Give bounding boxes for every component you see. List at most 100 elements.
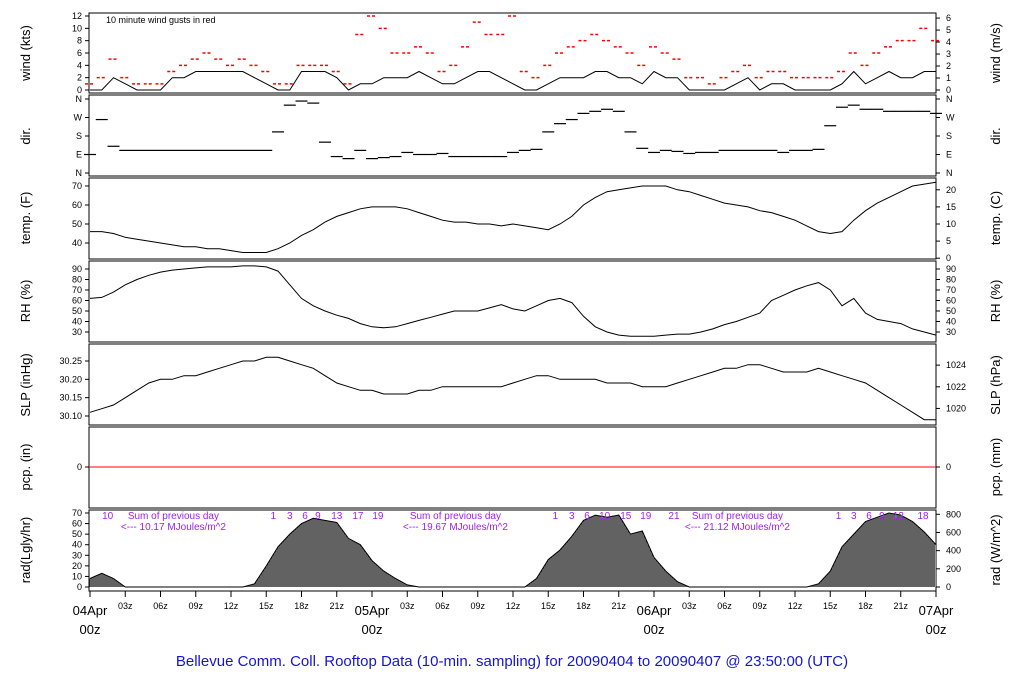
rh-left-tick-label: 30 — [72, 327, 82, 337]
rh-right-tick-label: 30 — [946, 327, 956, 337]
rad-hour-label: 6 — [866, 511, 872, 522]
rad-daily-sum-value: <--- 10.17 MJoules/m^2 — [121, 522, 226, 533]
rad-left-tick-label: 30 — [72, 550, 82, 560]
rh-left-tick-label: 90 — [72, 264, 82, 274]
temp-right-tick-label: 10 — [946, 219, 956, 229]
temp-left-tick-label: 40 — [72, 238, 82, 248]
x-tick-label: 18z — [576, 601, 591, 611]
pcp-right-axis-label: pcp. (mm) — [988, 438, 1003, 497]
rh-right-tick-label: 50 — [946, 306, 956, 316]
temp-panel-frame — [88, 177, 937, 260]
x-tick-label: 12z — [506, 601, 521, 611]
rad-hour-label: 15 — [620, 511, 632, 522]
x-tick-label: 21z — [329, 601, 344, 611]
dir-panel-frame — [88, 94, 937, 177]
rad-hour-label: 17 — [352, 511, 364, 522]
x-tick-label: 06z — [435, 601, 450, 611]
rh-right-tick-label: 40 — [946, 317, 956, 327]
x-tick-label: 21z — [893, 601, 908, 611]
temperature-line — [90, 181, 937, 253]
rad-hour-label: 18 — [918, 511, 930, 522]
wind-right-tick-label: 4 — [946, 37, 951, 47]
wind-left-tick-label: 2 — [77, 73, 82, 83]
x-tick-label: 09z — [188, 601, 203, 611]
rh-left-tick-label: 40 — [72, 317, 82, 327]
dir-left-axis-label: dir. — [18, 127, 33, 144]
slp-left-tick-label: 30.20 — [59, 374, 82, 384]
x-tick-label: 15z — [541, 601, 556, 611]
rad-daily-sum-title: Sum of previous day — [128, 511, 219, 522]
wind-right-tick-label: 3 — [946, 49, 951, 59]
wind-left-tick-label: 10 — [72, 23, 82, 33]
wind-left-tick-label: 8 — [77, 36, 82, 46]
x-tick-label: 09z — [752, 601, 767, 611]
rad-left-tick-label: 40 — [72, 540, 82, 550]
slp-left-tick-label: 30.15 — [59, 393, 82, 403]
temp-right-tick-label: 5 — [946, 236, 951, 246]
x-tick-label: 09z — [470, 601, 485, 611]
relative-humidity-line — [89, 265, 937, 337]
rad-hour-label: 13 — [331, 511, 343, 522]
rad-hour-label: 6 — [302, 511, 308, 522]
x-tick-label: 03z — [400, 601, 415, 611]
pcp-left-axis-label: pcp. (in) — [18, 444, 33, 491]
rad-hour-label: 10 — [102, 511, 114, 522]
x-tick-label: 06z — [153, 601, 168, 611]
radiation-area — [90, 513, 936, 587]
rad-left-tick-label: 70 — [72, 508, 82, 518]
x-tick-label: 18z — [858, 601, 873, 611]
pcp-left-tick-label: 0 — [77, 462, 82, 472]
wind-left-tick-label: 6 — [77, 48, 82, 58]
dir-right-tick-label: S — [946, 131, 952, 141]
rad-right-tick-label: 600 — [946, 527, 961, 537]
rad-daily-sum-value: <--- 19.67 MJoules/m^2 — [403, 522, 508, 533]
dir-left-tick-label: E — [76, 150, 82, 160]
x-tick-label: 15z — [259, 601, 274, 611]
wind-right-tick-label: 0 — [946, 85, 951, 95]
slp-right-tick-label: 1024 — [946, 360, 966, 370]
wind-gust-annotation: 10 minute wind gusts in red — [106, 15, 216, 25]
wind-left-tick-label: 0 — [77, 85, 82, 95]
rad-left-axis-label: rad(Lgly/hr) — [18, 517, 33, 583]
rad-left-tick-label: 20 — [72, 561, 82, 571]
rad-right-tick-label: 400 — [946, 546, 961, 556]
rad-hour-label: 9 — [315, 511, 321, 522]
rad-left-tick-label: 10 — [72, 571, 82, 581]
wind-right-axis-label: wind (m/s) — [988, 23, 1003, 84]
rad-right-tick-label: 200 — [946, 564, 961, 574]
rad-hour-label: 3 — [569, 511, 575, 522]
temp-right-tick-label: 20 — [946, 185, 956, 195]
rad-daily-sum-title: Sum of previous day — [692, 511, 783, 522]
wind-right-tick-label: 5 — [946, 25, 951, 35]
dir-left-tick-label: N — [76, 168, 83, 178]
wind-left-axis-label: wind (kts) — [18, 25, 33, 82]
temp-right-tick-label: 15 — [946, 202, 956, 212]
rad-hour-label: 19 — [640, 511, 652, 522]
x-day-hour-label: 00z — [362, 622, 383, 637]
x-day-hour-label: 00z — [926, 622, 947, 637]
rad-hour-label: 9 — [879, 511, 885, 522]
x-day-label: 06Apr — [637, 603, 672, 618]
x-tick-label: 03z — [682, 601, 697, 611]
x-day-label: 04Apr — [73, 603, 108, 618]
wind-right-tick-label: 6 — [946, 13, 951, 23]
dir-right-tick-label: W — [946, 113, 955, 123]
temp-left-tick-label: 70 — [72, 181, 82, 191]
rh-left-tick-label: 50 — [72, 306, 82, 316]
pcp-right-tick-label: 0 — [946, 462, 951, 472]
rh-left-tick-label: 70 — [72, 285, 82, 295]
slp-right-tick-label: 1020 — [946, 403, 966, 413]
rh-right-tick-label: 80 — [946, 275, 956, 285]
x-tick-label: 03z — [118, 601, 133, 611]
chart-title: Bellevue Comm. Coll. Rooftop Data (10-mi… — [176, 653, 848, 670]
x-day-hour-label: 00z — [644, 622, 665, 637]
temp-left-tick-label: 60 — [72, 200, 82, 210]
rad-left-tick-label: 60 — [72, 519, 82, 529]
slp-left-tick-label: 30.25 — [59, 356, 82, 366]
rh-right-tick-label: 90 — [946, 264, 956, 274]
x-tick-label: 21z — [611, 601, 626, 611]
rad-daily-sum-title: Sum of previous day — [410, 511, 501, 522]
rh-panel-frame — [88, 260, 937, 343]
rad-hour-label: 3 — [287, 511, 293, 522]
rad-left-tick-label: 0 — [77, 582, 82, 592]
